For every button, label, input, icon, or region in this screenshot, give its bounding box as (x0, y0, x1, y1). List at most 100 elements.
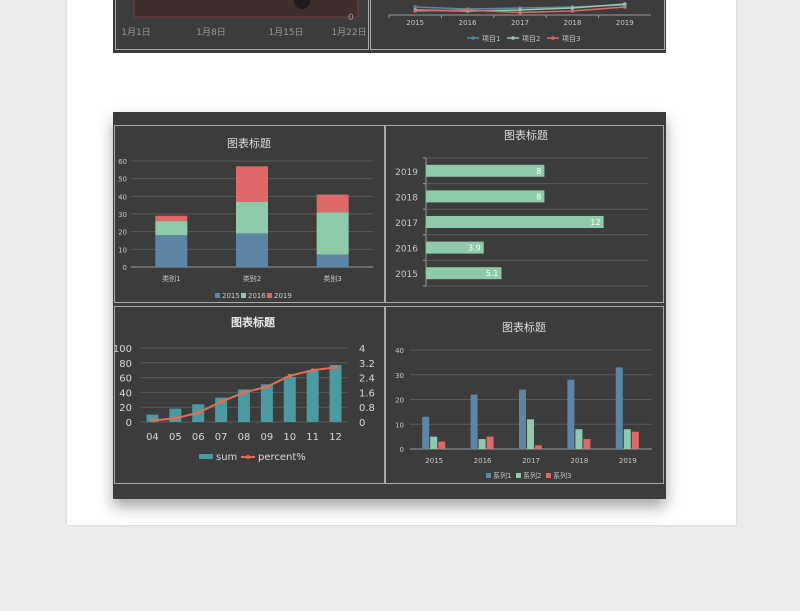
series-point (333, 365, 338, 370)
bar (426, 267, 502, 280)
bar (283, 376, 296, 422)
legend-swatch (267, 293, 272, 298)
top-dashboard: 0 1月1日 1月8日 1月15日 1月22日 2015 2016 2017 2018 201… (113, 0, 666, 53)
x-tick-label: 2016 (474, 457, 492, 465)
y-tick-label: 0 (123, 264, 127, 272)
legend-label: 2015 (222, 292, 240, 300)
area-fill (133, 0, 359, 18)
top-left-chart-panel: 0 1月1日 1月8日 1月15日 1月22日 (115, 0, 369, 50)
legend-label: 系列1 (493, 471, 511, 480)
bar (426, 190, 545, 203)
x-tick-label: 12 (329, 432, 342, 443)
y-tick-label: 2017 (395, 219, 418, 229)
y-tick-label: 2019 (395, 168, 418, 178)
stacked-bar-chart: 图表标题 0 10 20 30 40 50 60 类别1 类别2 类别3 2015 2016 2019 (118, 136, 373, 300)
combo-chart: 图表标题 0 20 40 60 80 100 0 0.8 1.6 2.4 3.2 4 04 05 06 07 08… (113, 315, 375, 463)
legend-label: 系列2 (523, 471, 541, 480)
legend-label: 项目2 (522, 35, 540, 43)
x-tick-label: 07 (215, 432, 228, 443)
bar-segment-2019 (155, 215, 188, 222)
x-tick-label: 2019 (619, 457, 637, 465)
legend-swatch (241, 293, 246, 298)
bar-系列1 (615, 367, 623, 449)
bar-segment-2016 (155, 221, 188, 236)
y2-tick-label: 1.6 (359, 388, 375, 399)
y2-tick-label: 0.8 (359, 403, 375, 414)
bar (426, 164, 545, 177)
chart-title: 图表标题 (504, 128, 548, 142)
bar (238, 389, 250, 422)
y-tick-label: 50 (118, 176, 127, 184)
chart-title: 图表标题 (231, 315, 276, 329)
x-tick-label: 11 (306, 432, 319, 443)
x-tick-label: 05 (169, 432, 182, 443)
bar-系列2 (478, 439, 486, 449)
bar-系列1 (470, 394, 478, 449)
data-label: 5.1 (486, 269, 499, 278)
x-tick-label: 09 (261, 432, 274, 443)
bar-系列3 (535, 445, 542, 449)
y-tick-label: 20 (118, 229, 127, 237)
series-point (413, 5, 417, 9)
series-point (219, 399, 224, 404)
bar-系列2 (430, 436, 438, 449)
bar-系列2 (527, 419, 534, 449)
bar-segment-2019 (316, 194, 349, 213)
bar-segment-2015 (236, 233, 268, 267)
bar-segment-2015 (316, 254, 349, 267)
bar-系列2 (575, 429, 583, 449)
x-tick-label: 类别1 (162, 274, 180, 283)
y-tick-label: 20 (395, 397, 404, 405)
legend-label: 2016 (248, 292, 266, 300)
clustered-bar-chart: 图表标题 0 10 20 30 40 2015 2016 2017 2018 2019 系列1 系列2 系… (395, 320, 652, 480)
y2-tick-label: 4 (359, 344, 365, 355)
y-tick-label: 60 (118, 158, 127, 166)
y-tick-label: 0 (126, 418, 132, 429)
x-tick-label: 2015 (406, 19, 424, 27)
series-point (570, 9, 575, 13)
x-tick-label: 1月15日 (268, 27, 303, 38)
x-tick-label: 1月1日 (121, 27, 150, 38)
x-tick-label: 08 (238, 432, 251, 443)
data-label: 8 (536, 192, 541, 201)
x-tick-label: 2017 (522, 457, 540, 465)
y2-tick-label: 2.4 (359, 374, 375, 385)
x-tick-label: 06 (192, 432, 205, 443)
y-tick-label: 60 (119, 374, 132, 385)
chart-title: 图表标题 (227, 136, 271, 150)
y-tick-label: 100 (115, 344, 132, 355)
top-right-line-chart-panel: 2015 2016 2017 2018 2019 项目1 项目2 项目3 (370, 0, 665, 50)
legend-label: 项目1 (482, 35, 500, 43)
x-tick-label: 2016 (459, 19, 477, 27)
bar-系列1 (567, 379, 575, 449)
y-tick-label: 40 (118, 193, 127, 201)
legend-label: 2019 (274, 292, 292, 300)
x-tick-label: 2019 (616, 19, 634, 27)
series-point (623, 5, 627, 9)
top-left-chart: 0 1月1日 1月8日 1月15日 1月22日 (121, 0, 367, 38)
bar-系列3 (583, 439, 591, 449)
y2-tick-label: 0 (359, 418, 365, 429)
bar-segment-2016 (316, 212, 349, 255)
y-tick-label: 20 (119, 403, 132, 414)
series-point (150, 418, 155, 423)
chart-title: 图表标题 (502, 320, 546, 334)
axis-value-zero: 0 (348, 13, 354, 23)
main-dashboard: 图表标题 0 10 20 30 40 50 60 类别1 类别2 类别3 2015 2016 2019 图… (113, 112, 666, 499)
marker-dot (294, 0, 310, 9)
bar-segment-2016 (236, 201, 268, 234)
legend-swatch (215, 293, 220, 298)
y-tick-label: 2015 (395, 270, 418, 280)
x-tick-label: 1月22日 (331, 27, 366, 38)
x-tick-label: 2018 (570, 457, 588, 465)
x-tick-label: 2015 (425, 457, 443, 465)
y-tick-label: 40 (119, 388, 132, 399)
bar (306, 370, 319, 422)
bar-系列3 (486, 436, 494, 449)
legend-swatch (199, 454, 213, 459)
legend-marker (551, 36, 555, 40)
bar-系列1 (519, 389, 526, 449)
y-tick-label: 80 (119, 359, 132, 370)
bar (426, 216, 604, 228)
y-tick-label: 30 (395, 372, 404, 380)
